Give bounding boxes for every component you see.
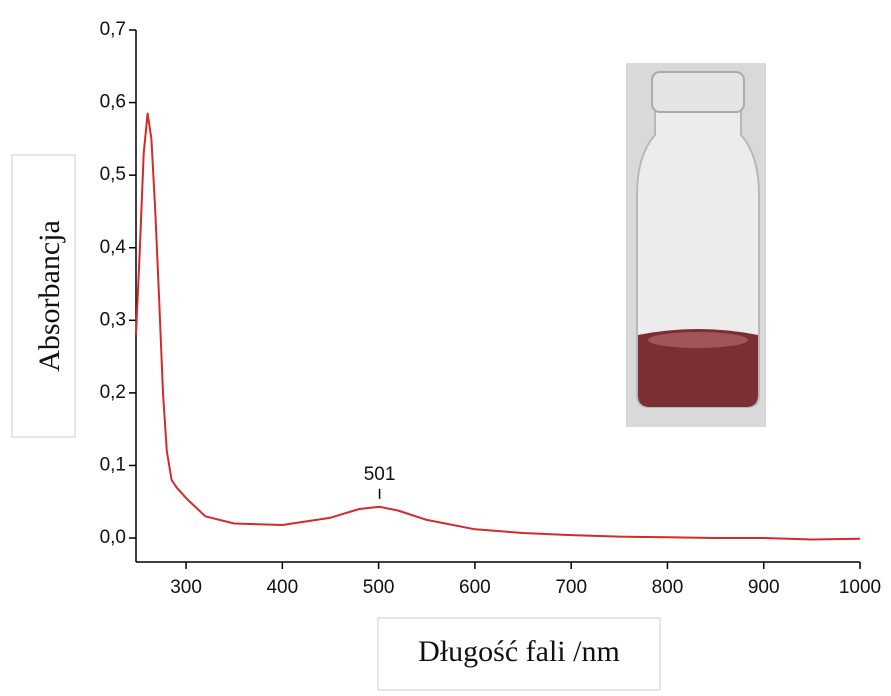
x-label-box [377,617,661,691]
y-tick-label: 0,6 [100,92,126,113]
y-tick-label: 0,1 [100,454,126,475]
x-tick-label: 700 [555,577,587,598]
x-tick-label: 400 [266,577,298,598]
x-tick-label: 800 [652,577,684,598]
vial-photo [626,63,766,427]
x-tick-label: 900 [748,577,780,598]
y-tick-label: 0,7 [100,19,126,40]
x-axis-label: Długość fali /nm [418,635,620,668]
y-tick-label: 0,3 [100,309,126,330]
y-tick-label: 0,2 [100,382,126,403]
y-tick-label: 0,5 [100,164,126,185]
y-label-box [11,154,76,438]
y-tick-label: 0,0 [100,527,126,548]
x-tick-label: 300 [170,577,202,598]
y-axis-label: Absorbancja [33,220,66,372]
y-tick-label: 0,4 [100,237,127,258]
x-tick-label: 500 [363,577,395,598]
series-line [135,112,861,541]
x-tick-label: 600 [459,577,491,598]
x-tick-label: 1000 [839,577,881,598]
annotation-label: 501 [364,464,396,485]
